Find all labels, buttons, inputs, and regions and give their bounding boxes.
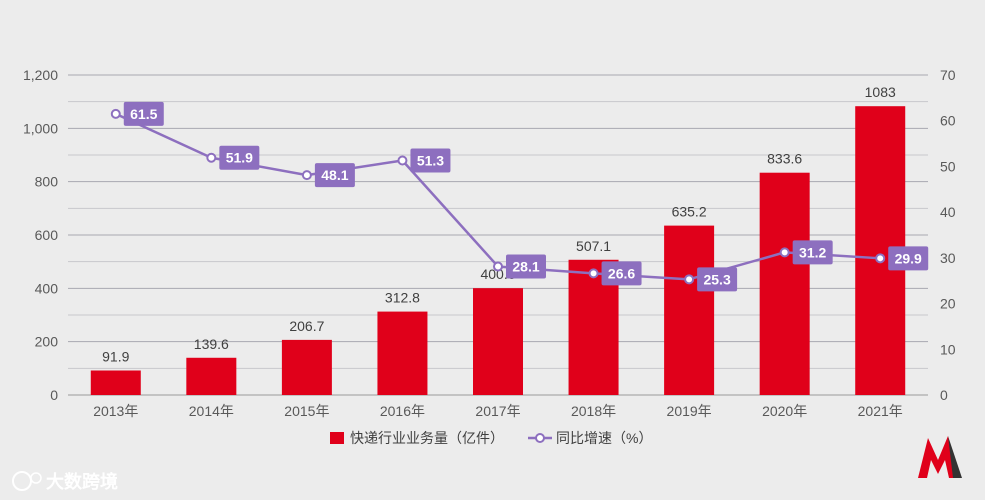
bar-data-label: 1083	[865, 84, 896, 100]
bar	[664, 225, 715, 395]
line-data-label: 31.2	[799, 244, 826, 260]
right-axis-tick-label: 10	[940, 341, 956, 357]
line-data-label-box	[601, 261, 642, 286]
x-axis-tick-label: 2017年	[475, 403, 520, 419]
line-data-label: 61.5	[130, 106, 157, 122]
watermark-text: 大数跨境	[46, 471, 118, 492]
line-data-label-box	[792, 240, 833, 265]
line-data-label-box	[697, 267, 738, 292]
left-axis-tick-label: 200	[35, 334, 59, 350]
line-point	[110, 108, 121, 119]
line-point	[397, 155, 408, 166]
left-axis-tick-label: 1,000	[23, 120, 58, 136]
right-axis-tick-label: 20	[940, 296, 956, 312]
line-data-labels: 61.5 51.9 48.1 51.3 28.1 26.6 25.3 31.2 29.9	[123, 101, 929, 292]
left-axis-tick-label: 800	[35, 174, 59, 190]
brand-logo-icon	[918, 436, 962, 478]
legend-bar-swatch	[330, 432, 344, 444]
watermark-logo-icon	[30, 472, 42, 484]
bar	[473, 288, 523, 395]
x-axis-tick-label: 2020年	[762, 403, 807, 419]
left-axis-tick-label: 400	[35, 280, 59, 296]
right-axis-tick-label: 40	[940, 204, 956, 220]
left-axis-tick-label: 1,200	[23, 67, 58, 83]
line-point	[875, 253, 886, 264]
legend-line-label: 同比增速（%）	[556, 430, 652, 446]
left-axis-tick-label: 0	[50, 387, 58, 403]
line-point	[779, 247, 790, 258]
bar-data-label: 206.7	[289, 318, 324, 334]
right-axis-tick-label: 30	[940, 250, 956, 266]
bar	[90, 370, 141, 395]
bar-data-label: 507.1	[576, 238, 611, 254]
legend-line-marker	[535, 433, 545, 443]
bar-data-label: 833.6	[767, 151, 802, 167]
x-axis-tick-label: 2019年	[667, 403, 712, 419]
bar	[281, 339, 332, 395]
watermark-logo-icon	[12, 471, 32, 491]
bar-data-label: 635.2	[672, 204, 707, 220]
line-data-label: 29.9	[895, 250, 922, 266]
bar-data-label: 312.8	[385, 290, 420, 306]
line-point	[206, 152, 217, 163]
right-axis-tick-label: 70	[940, 67, 956, 83]
line-data-label-box	[410, 148, 451, 173]
legend-bar-label: 快递行业业务量（亿件）	[350, 430, 504, 446]
line-data-label-box	[506, 254, 546, 279]
line-point	[301, 170, 312, 181]
right-axis-tick-label: 0	[940, 387, 948, 403]
line-data-label: 51.3	[417, 152, 444, 168]
line-data-label: 28.1	[512, 259, 539, 275]
line-point	[493, 261, 503, 272]
line-data-label: 26.6	[608, 265, 635, 281]
legend: 快递行业业务量（亿件） 同比增速（%）	[330, 430, 652, 446]
watermark: 大数跨境	[12, 471, 118, 492]
line-data-label: 25.3	[703, 271, 730, 287]
bar-data-label: 139.6	[194, 336, 229, 352]
line-point	[684, 274, 695, 285]
line-data-label-box	[219, 145, 260, 170]
x-axis-tick-label: 2021年	[858, 403, 903, 419]
line-data-label-box	[123, 101, 164, 126]
line-data-label: 48.1	[321, 167, 348, 183]
line-point	[588, 268, 599, 279]
bar-data-label: 91.9	[102, 348, 129, 364]
left-axis-tick-label: 600	[35, 227, 59, 243]
left-axis-ticks: 0 200 400 600 800 1,000 1,200	[23, 67, 58, 403]
line-data-label-box	[314, 163, 355, 188]
right-axis-ticks: 0 10 20 30 40 50 60 70	[940, 67, 956, 403]
x-axis-tick-label: 2015年	[284, 403, 329, 419]
x-axis-tick-label: 2013年	[93, 403, 138, 419]
bar	[759, 172, 810, 395]
x-axis-ticks: 2013年 2014年 2015年 2016年 2017年 2018年 2019年 2020年…	[93, 403, 903, 419]
right-axis-tick-label: 60	[940, 113, 956, 129]
bar	[377, 311, 428, 395]
x-axis-tick-label: 2014年	[189, 403, 234, 419]
bar	[186, 357, 237, 395]
line-data-label-box	[888, 246, 929, 271]
right-axis-tick-label: 50	[940, 158, 956, 174]
x-axis-tick-label: 2018年	[571, 403, 616, 419]
line-data-label: 51.9	[226, 150, 253, 166]
x-axis-tick-label: 2016年	[380, 403, 425, 419]
